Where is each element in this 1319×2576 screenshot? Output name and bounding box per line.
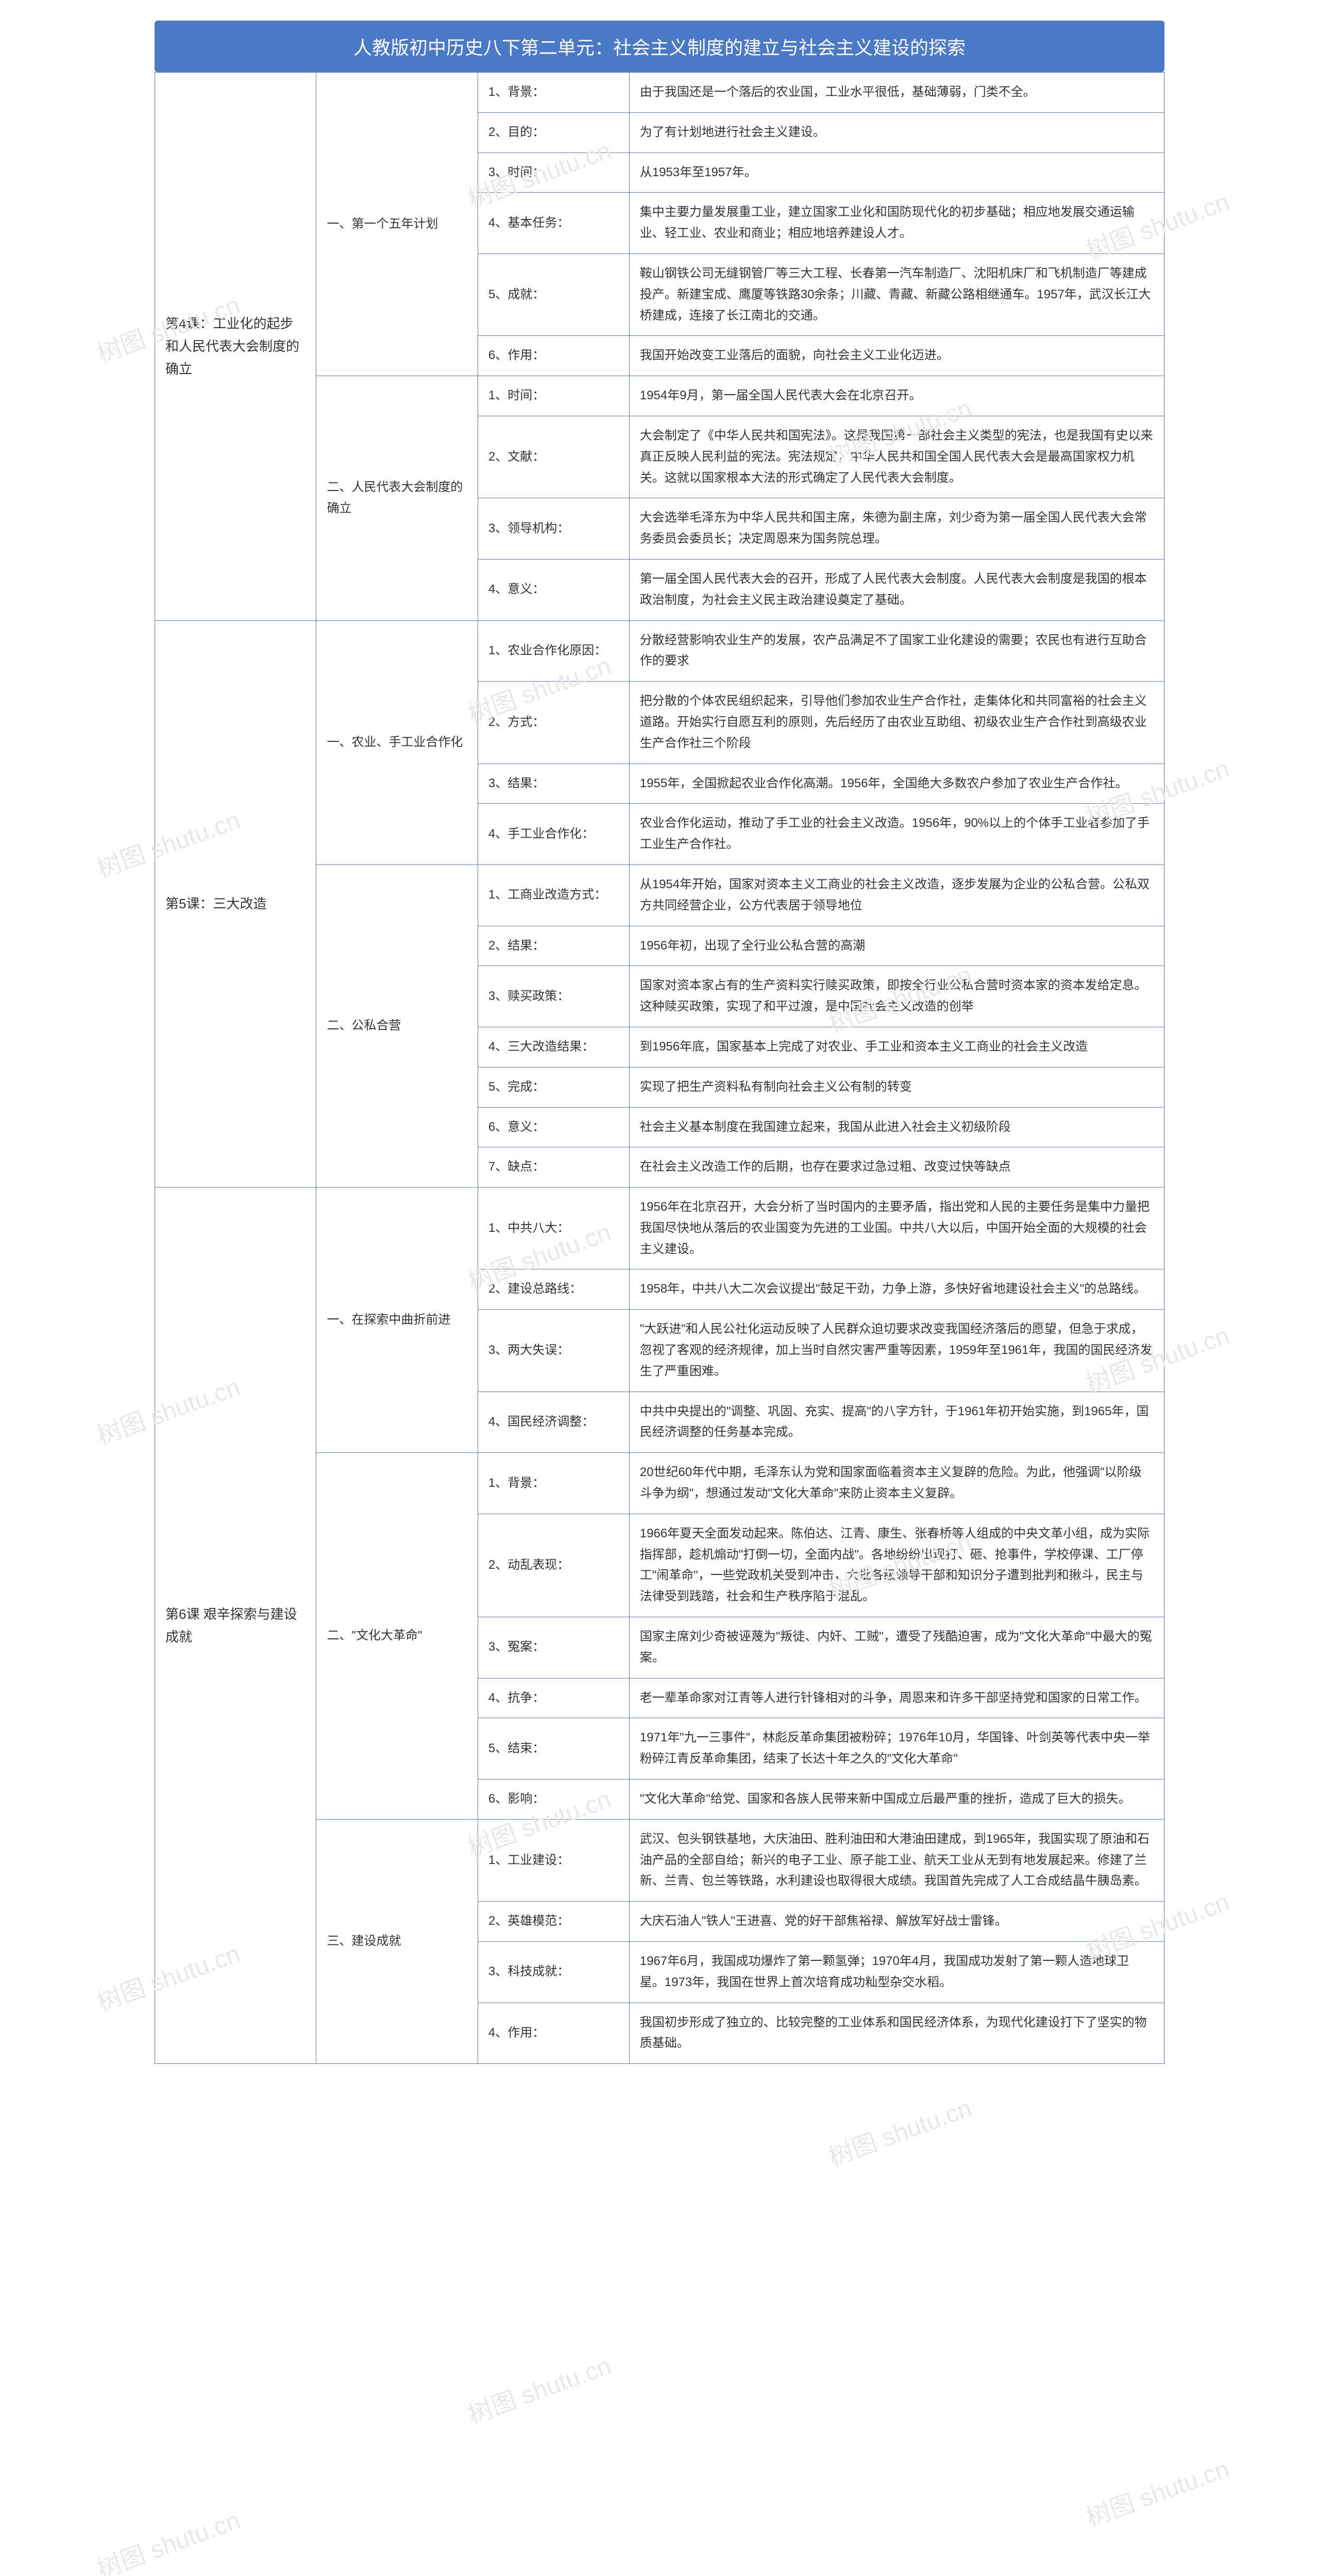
- key-cell: 3、时间：: [478, 152, 629, 193]
- value-cell: 我国开始改变工业落后的面貌，向社会主义工业化迈进。: [629, 336, 1164, 376]
- value-cell: 实现了把生产资料私有制向社会主义公有制的转变: [629, 1067, 1164, 1107]
- value-cell: 我国初步形成了独立的、比较完整的工业体系和国民经济体系，为现代化建设打下了坚实的…: [629, 2003, 1164, 2064]
- value-cell: 1954年9月，第一届全国人民代表大会在北京召开。: [629, 376, 1164, 416]
- key-cell: 1、时间：: [478, 376, 629, 416]
- value-cell: 国家对资本家占有的生产资料实行赎买政策，即按全行业公私合营时资本家的资本发给定息…: [629, 966, 1164, 1027]
- value-cell: 20世纪60年代中期，毛泽东认为党和国家面临着资本主义复辟的危险。为此，他强调"…: [629, 1453, 1164, 1514]
- value-cell: 从1954年开始，国家对资本主义工商业的社会主义改造，逐步发展为企业的公私合营。…: [629, 865, 1164, 926]
- value-cell: 1966年夏天全面发动起来。陈伯达、江青、康生、张春桥等人组成的中央文革小组，成…: [629, 1514, 1164, 1617]
- key-cell: 1、背景：: [478, 73, 629, 113]
- value-cell: 中共中央提出的"调整、巩固、充实、提高"的八字方针，于1961年初开始实施，到1…: [629, 1392, 1164, 1453]
- value-cell: 大会制定了《中华人民共和国宪法》。这是我国第一部社会主义类型的宪法，也是我国有史…: [629, 416, 1164, 498]
- key-cell: 3、科技成就：: [478, 1942, 629, 2003]
- section-cell: 三、建设成就: [316, 1819, 478, 2063]
- value-cell: 在社会主义改造工作的后期，也存在要求过急过粗、改变过快等缺点: [629, 1147, 1164, 1188]
- key-cell: 3、冤案：: [478, 1617, 629, 1679]
- title-bar: 人教版初中历史八下第二单元：社会主义制度的建立与社会主义建设的探索: [155, 21, 1164, 72]
- value-cell: 从1953年至1957年。: [629, 152, 1164, 193]
- value-cell: 1956年初，出现了全行业公私合营的高潮: [629, 926, 1164, 966]
- value-cell: 老一辈革命家对江青等人进行针锋相对的斗争，周恩来和许多干部坚持党和国家的日常工作…: [629, 1678, 1164, 1718]
- key-cell: 2、动乱表现：: [478, 1514, 629, 1617]
- key-cell: 5、完成：: [478, 1067, 629, 1107]
- key-cell: 1、中共八大：: [478, 1188, 629, 1269]
- key-cell: 4、抗争：: [478, 1678, 629, 1718]
- value-cell: 农业合作化运动，推动了手工业的社会主义改造。1956年，90%以上的个体手工业者…: [629, 804, 1164, 865]
- key-cell: 3、两大失误：: [478, 1310, 629, 1392]
- key-cell: 3、领导机构：: [478, 498, 629, 560]
- key-cell: 6、作用：: [478, 336, 629, 376]
- value-cell: 第一届全国人民代表大会的召开，形成了人民代表大会制度。人民代表大会制度是我国的根…: [629, 559, 1164, 620]
- value-cell: 武汉、包头钢铁基地，大庆油田、胜利油田和大港油田建成，到1965年，我国实现了原…: [629, 1819, 1164, 1901]
- value-cell: 分散经营影响农业生产的发展，农产品满足不了国家工业化建设的需要；农民也有进行互助…: [629, 620, 1164, 682]
- section-cell: 二、"文化大革命": [316, 1453, 478, 1820]
- value-cell: "大跃进"和人民公社化运动反映了人民群众迫切要求改变我国经济落后的愿望，但急于求…: [629, 1310, 1164, 1392]
- page-container: 人教版初中历史八下第二单元：社会主义制度的建立与社会主义建设的探索 第4课：工业…: [0, 0, 1319, 2084]
- section-cell: 一、在探索中曲折前进: [316, 1188, 478, 1453]
- key-cell: 3、结果：: [478, 764, 629, 804]
- key-cell: 2、英雄模范：: [478, 1902, 629, 1942]
- key-cell: 5、成就：: [478, 253, 629, 335]
- key-cell: 2、建设总路线：: [478, 1269, 629, 1310]
- value-cell: 大会选举毛泽东为中华人民共和国主席，朱德为副主席，刘少奇为第一届全国人民代表大会…: [629, 498, 1164, 560]
- value-cell: 1955年，全国掀起农业合作化高潮。1956年，全国绝大多数农户参加了农业生产合…: [629, 764, 1164, 804]
- table-row: 第5课：三大改造一、农业、手工业合作化1、农业合作化原因：分散经营影响农业生产的…: [155, 620, 1164, 682]
- key-cell: 2、方式：: [478, 682, 629, 764]
- section-cell: 二、公私合营: [316, 865, 478, 1187]
- value-cell: 国家主席刘少奇被诬蔑为"叛徒、内奸、工贼"，遭受了残酷迫害，成为"文化大革命"中…: [629, 1617, 1164, 1679]
- key-cell: 1、工业建设：: [478, 1819, 629, 1901]
- key-cell: 2、文献：: [478, 416, 629, 498]
- key-cell: 3、赎买政策：: [478, 966, 629, 1027]
- key-cell: 4、国民经济调整：: [478, 1392, 629, 1453]
- key-cell: 2、结果：: [478, 926, 629, 966]
- key-cell: 4、手工业合作化：: [478, 804, 629, 865]
- key-cell: 7、缺点：: [478, 1147, 629, 1188]
- value-cell: 社会主义基本制度在我国建立起来，我国从此进入社会主义初级阶段: [629, 1107, 1164, 1147]
- key-cell: 1、背景：: [478, 1453, 629, 1514]
- value-cell: 大庆石油人"铁人"王进喜、党的好干部焦裕禄、解放军好战士雷锋。: [629, 1902, 1164, 1942]
- key-cell: 4、基本任务：: [478, 193, 629, 254]
- table-row: 第4课：工业化的起步和人民代表大会制度的确立一、第一个五年计划1、背景：由于我国…: [155, 73, 1164, 113]
- watermark: 树图 shutu.cn: [823, 2088, 976, 2173]
- section-cell: 一、农业、手工业合作化: [316, 620, 478, 865]
- watermark: 树图 shutu.cn: [462, 2345, 615, 2430]
- value-cell: 1971年"九一三事件"，林彪反革命集团被粉碎；1976年10月，华国锋、叶剑英…: [629, 1718, 1164, 1780]
- value-cell: "文化大革命"给党、国家和各族人民带来新中国成立后最严重的挫折，造成了巨大的损失…: [629, 1780, 1164, 1820]
- lesson-cell: 第6课 艰辛探索与建设成就: [155, 1188, 316, 2064]
- value-cell: 1956年在北京召开，大会分析了当时国内的主要矛盾，指出党和人民的主要任务是集中…: [629, 1188, 1164, 1269]
- page-title: 人教版初中历史八下第二单元：社会主义制度的建立与社会主义建设的探索: [353, 37, 966, 58]
- table-row: 第6课 艰辛探索与建设成就一、在探索中曲折前进1、中共八大：1956年在北京召开…: [155, 1188, 1164, 1269]
- value-cell: 1967年6月，我国成功爆炸了第一颗氢弹；1970年4月，我国成功发射了第一颗人…: [629, 1942, 1164, 2003]
- value-cell: 集中主要力量发展重工业，建立国家工业化和国防现代化的初步基础；相应地发展交通运输…: [629, 193, 1164, 254]
- key-cell: 4、意义：: [478, 559, 629, 620]
- section-cell: 一、第一个五年计划: [316, 73, 478, 376]
- key-cell: 6、意义：: [478, 1107, 629, 1147]
- key-cell: 1、工商业改造方式：: [478, 865, 629, 926]
- section-cell: 二、人民代表大会制度的确立: [316, 376, 478, 620]
- value-cell: 为了有计划地进行社会主义建设。: [629, 112, 1164, 152]
- value-cell: 1958年，中共八大二次会议提出"鼓足干劲，力争上游，多快好省地建设社会主义"的…: [629, 1269, 1164, 1310]
- key-cell: 6、影响：: [478, 1780, 629, 1820]
- key-cell: 1、农业合作化原因：: [478, 620, 629, 682]
- key-cell: 5、结束：: [478, 1718, 629, 1780]
- value-cell: 鞍山钢铁公司无缝钢管厂等三大工程、长春第一汽车制造厂、沈阳机床厂和飞机制造厂等建…: [629, 253, 1164, 335]
- watermark: 树图 shutu.cn: [1080, 2448, 1233, 2533]
- watermark: 树图 shutu.cn: [91, 2500, 244, 2576]
- lesson-cell: 第4课：工业化的起步和人民代表大会制度的确立: [155, 73, 316, 621]
- lesson-cell: 第5课：三大改造: [155, 620, 316, 1188]
- content-table: 第4课：工业化的起步和人民代表大会制度的确立一、第一个五年计划1、背景：由于我国…: [155, 72, 1164, 2064]
- value-cell: 把分散的个体农民组织起来，引导他们参加农业生产合作社，走集体化和共同富裕的社会主…: [629, 682, 1164, 764]
- value-cell: 到1956年底，国家基本上完成了对农业、手工业和资本主义工商业的社会主义改造: [629, 1027, 1164, 1067]
- key-cell: 4、作用：: [478, 2003, 629, 2064]
- key-cell: 4、三大改造结果：: [478, 1027, 629, 1067]
- value-cell: 由于我国还是一个落后的农业国，工业水平很低，基础薄弱，门类不全。: [629, 73, 1164, 113]
- key-cell: 2、目的：: [478, 112, 629, 152]
